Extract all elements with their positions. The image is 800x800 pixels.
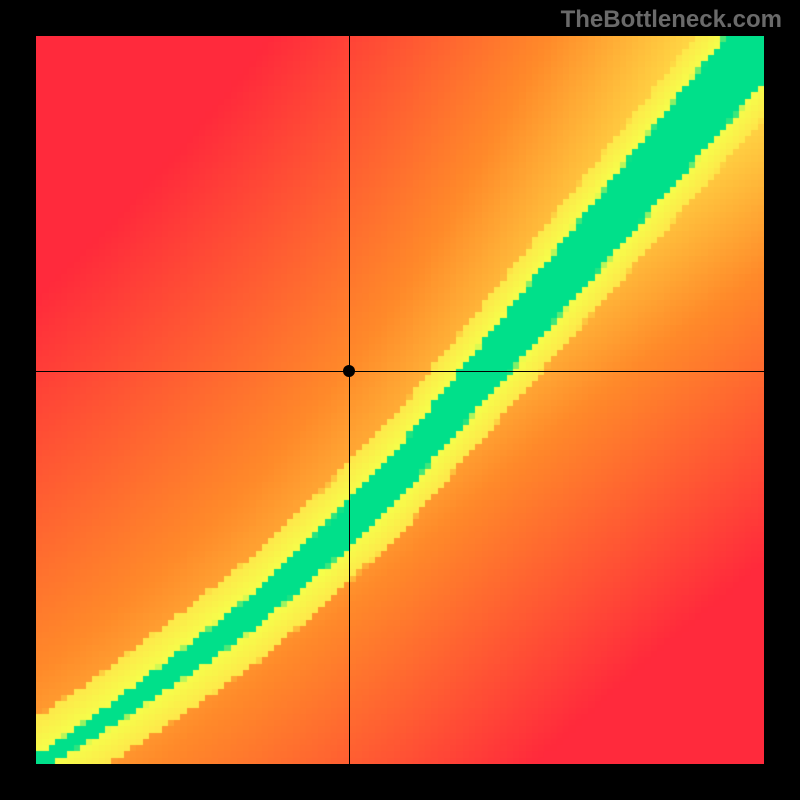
bottleneck-heatmap <box>36 36 764 764</box>
crosshair-vertical <box>349 36 350 764</box>
crosshair-horizontal <box>36 371 764 372</box>
watermark-text: TheBottleneck.com <box>561 6 782 34</box>
plot-area <box>36 36 764 764</box>
crosshair-marker <box>343 365 355 377</box>
